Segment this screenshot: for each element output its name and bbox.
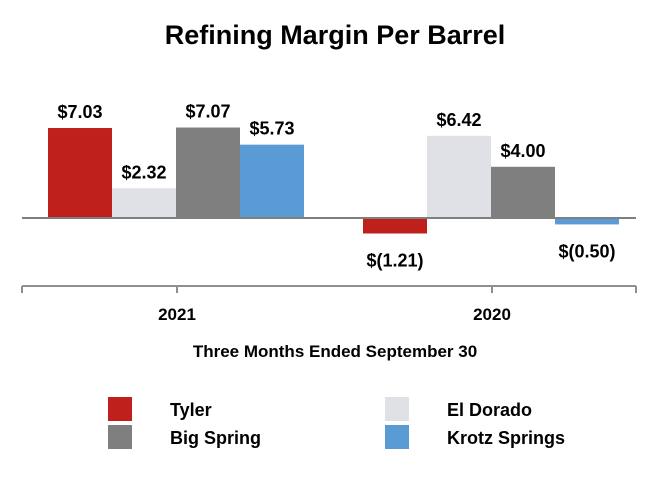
chart-title: Refining Margin Per Barrel [165,20,506,50]
bar-tyler-2021 [48,128,112,218]
bar-big-spring-2020 [491,166,555,218]
bar-el-dorado-2020 [427,135,491,218]
legend: Tyler El Dorado Big Spring Krotz Springs [108,397,565,449]
bar-el-dorado-2021 [112,188,176,218]
value-label-el-dorado-2021: $2.32 [121,162,166,182]
bar-tyler-2020 [363,218,427,234]
value-label-el-dorado-2020: $6.42 [436,110,481,130]
value-label-tyler-2020: $(1.21) [366,250,423,270]
legend-label-big-spring: Big Spring [170,428,261,448]
x-tick-label-2021: 2021 [158,305,196,324]
legend-swatch-big-spring [108,425,132,449]
legend-swatch-tyler [108,397,132,421]
value-labels-group: $7.03 $2.32 $7.07 $5.73 $(1.21) $6.42 $4.00 $(0… [57,102,615,271]
bar-big-spring-2021 [176,127,240,218]
bar-krotz-springs-2020 [555,218,619,225]
bar-krotz-springs-2021 [240,144,304,218]
value-label-tyler-2021: $7.03 [57,102,102,122]
value-label-krotz-springs-2020: $(0.50) [558,241,615,261]
bars-group [48,127,619,234]
legend-label-krotz-springs: Krotz Springs [447,428,565,448]
legend-label-tyler: Tyler [170,400,212,420]
x-axis-ticks: 2021 2020 [21,286,637,324]
legend-swatch-el-dorado [385,397,409,421]
legend-swatch-krotz-springs [385,425,409,449]
legend-label-el-dorado: El Dorado [447,400,532,420]
x-axis-label: Three Months Ended September 30 [193,342,477,361]
value-label-krotz-springs-2021: $5.73 [249,119,294,139]
x-tick-label-2020: 2020 [473,305,511,324]
value-label-big-spring-2020: $4.00 [500,141,545,161]
value-label-big-spring-2021: $7.07 [185,102,230,122]
